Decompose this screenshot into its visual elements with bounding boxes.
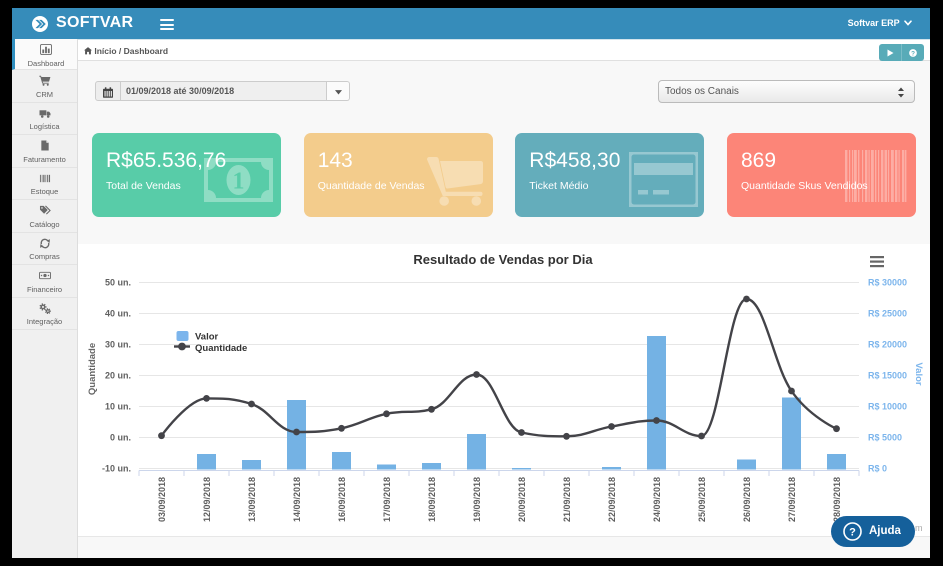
svg-text:Quantidade: Quantidade — [195, 343, 247, 354]
svg-text:R$ 30000: R$ 30000 — [868, 278, 907, 288]
svg-text:Quantidade: Quantidade — [87, 343, 98, 395]
svg-text:R$ 25000: R$ 25000 — [868, 309, 907, 319]
svg-text:16/09/2018: 16/09/2018 — [337, 477, 347, 522]
svg-text:20 un.: 20 un. — [105, 371, 131, 381]
svg-text:03/09/2018: 03/09/2018 — [157, 477, 167, 522]
svg-text:20/09/2018: 20/09/2018 — [517, 477, 527, 522]
svg-text:Valor: Valor — [913, 362, 924, 386]
svg-text:1: 1 — [233, 169, 245, 195]
svg-text:R$ 10000: R$ 10000 — [868, 402, 907, 412]
svg-text:R$ 5000: R$ 5000 — [868, 433, 902, 443]
svg-text:R$ 0: R$ 0 — [868, 464, 887, 474]
svg-text:26/09/2018: 26/09/2018 — [742, 477, 752, 522]
svg-text:0 un.: 0 un. — [110, 433, 131, 443]
svg-text:30 un.: 30 un. — [105, 340, 131, 350]
svg-text:14/09/2018: 14/09/2018 — [292, 477, 302, 522]
svg-text:Valor: Valor — [195, 332, 219, 343]
svg-text:13/09/2018: 13/09/2018 — [247, 477, 257, 522]
svg-text:Resultado de Vendas por Dia: Resultado de Vendas por Dia — [413, 252, 593, 267]
svg-text:?: ? — [849, 527, 856, 539]
svg-text:21/09/2018: 21/09/2018 — [562, 477, 572, 522]
svg-text:?: ? — [911, 50, 915, 57]
svg-text:17/09/2018: 17/09/2018 — [382, 477, 392, 522]
svg-text:24/09/2018: 24/09/2018 — [652, 477, 662, 522]
svg-text:R$ 15000: R$ 15000 — [868, 371, 907, 381]
svg-text:10 un.: 10 un. — [105, 402, 131, 412]
svg-text:R$ 20000: R$ 20000 — [868, 340, 907, 350]
svg-text:-10 un.: -10 un. — [102, 464, 131, 474]
svg-text:25/09/2018: 25/09/2018 — [697, 477, 707, 522]
svg-text:28/09/2018: 28/09/2018 — [832, 477, 842, 522]
svg-text:22/09/2018: 22/09/2018 — [607, 477, 617, 522]
svg-text:19/09/2018: 19/09/2018 — [472, 477, 482, 522]
svg-text:50 un.: 50 un. — [105, 278, 131, 288]
svg-text:40 un.: 40 un. — [105, 309, 131, 319]
svg-text:18/09/2018: 18/09/2018 — [427, 477, 437, 522]
svg-text:27/09/2018: 27/09/2018 — [787, 477, 797, 522]
svg-text:12/09/2018: 12/09/2018 — [202, 477, 212, 522]
